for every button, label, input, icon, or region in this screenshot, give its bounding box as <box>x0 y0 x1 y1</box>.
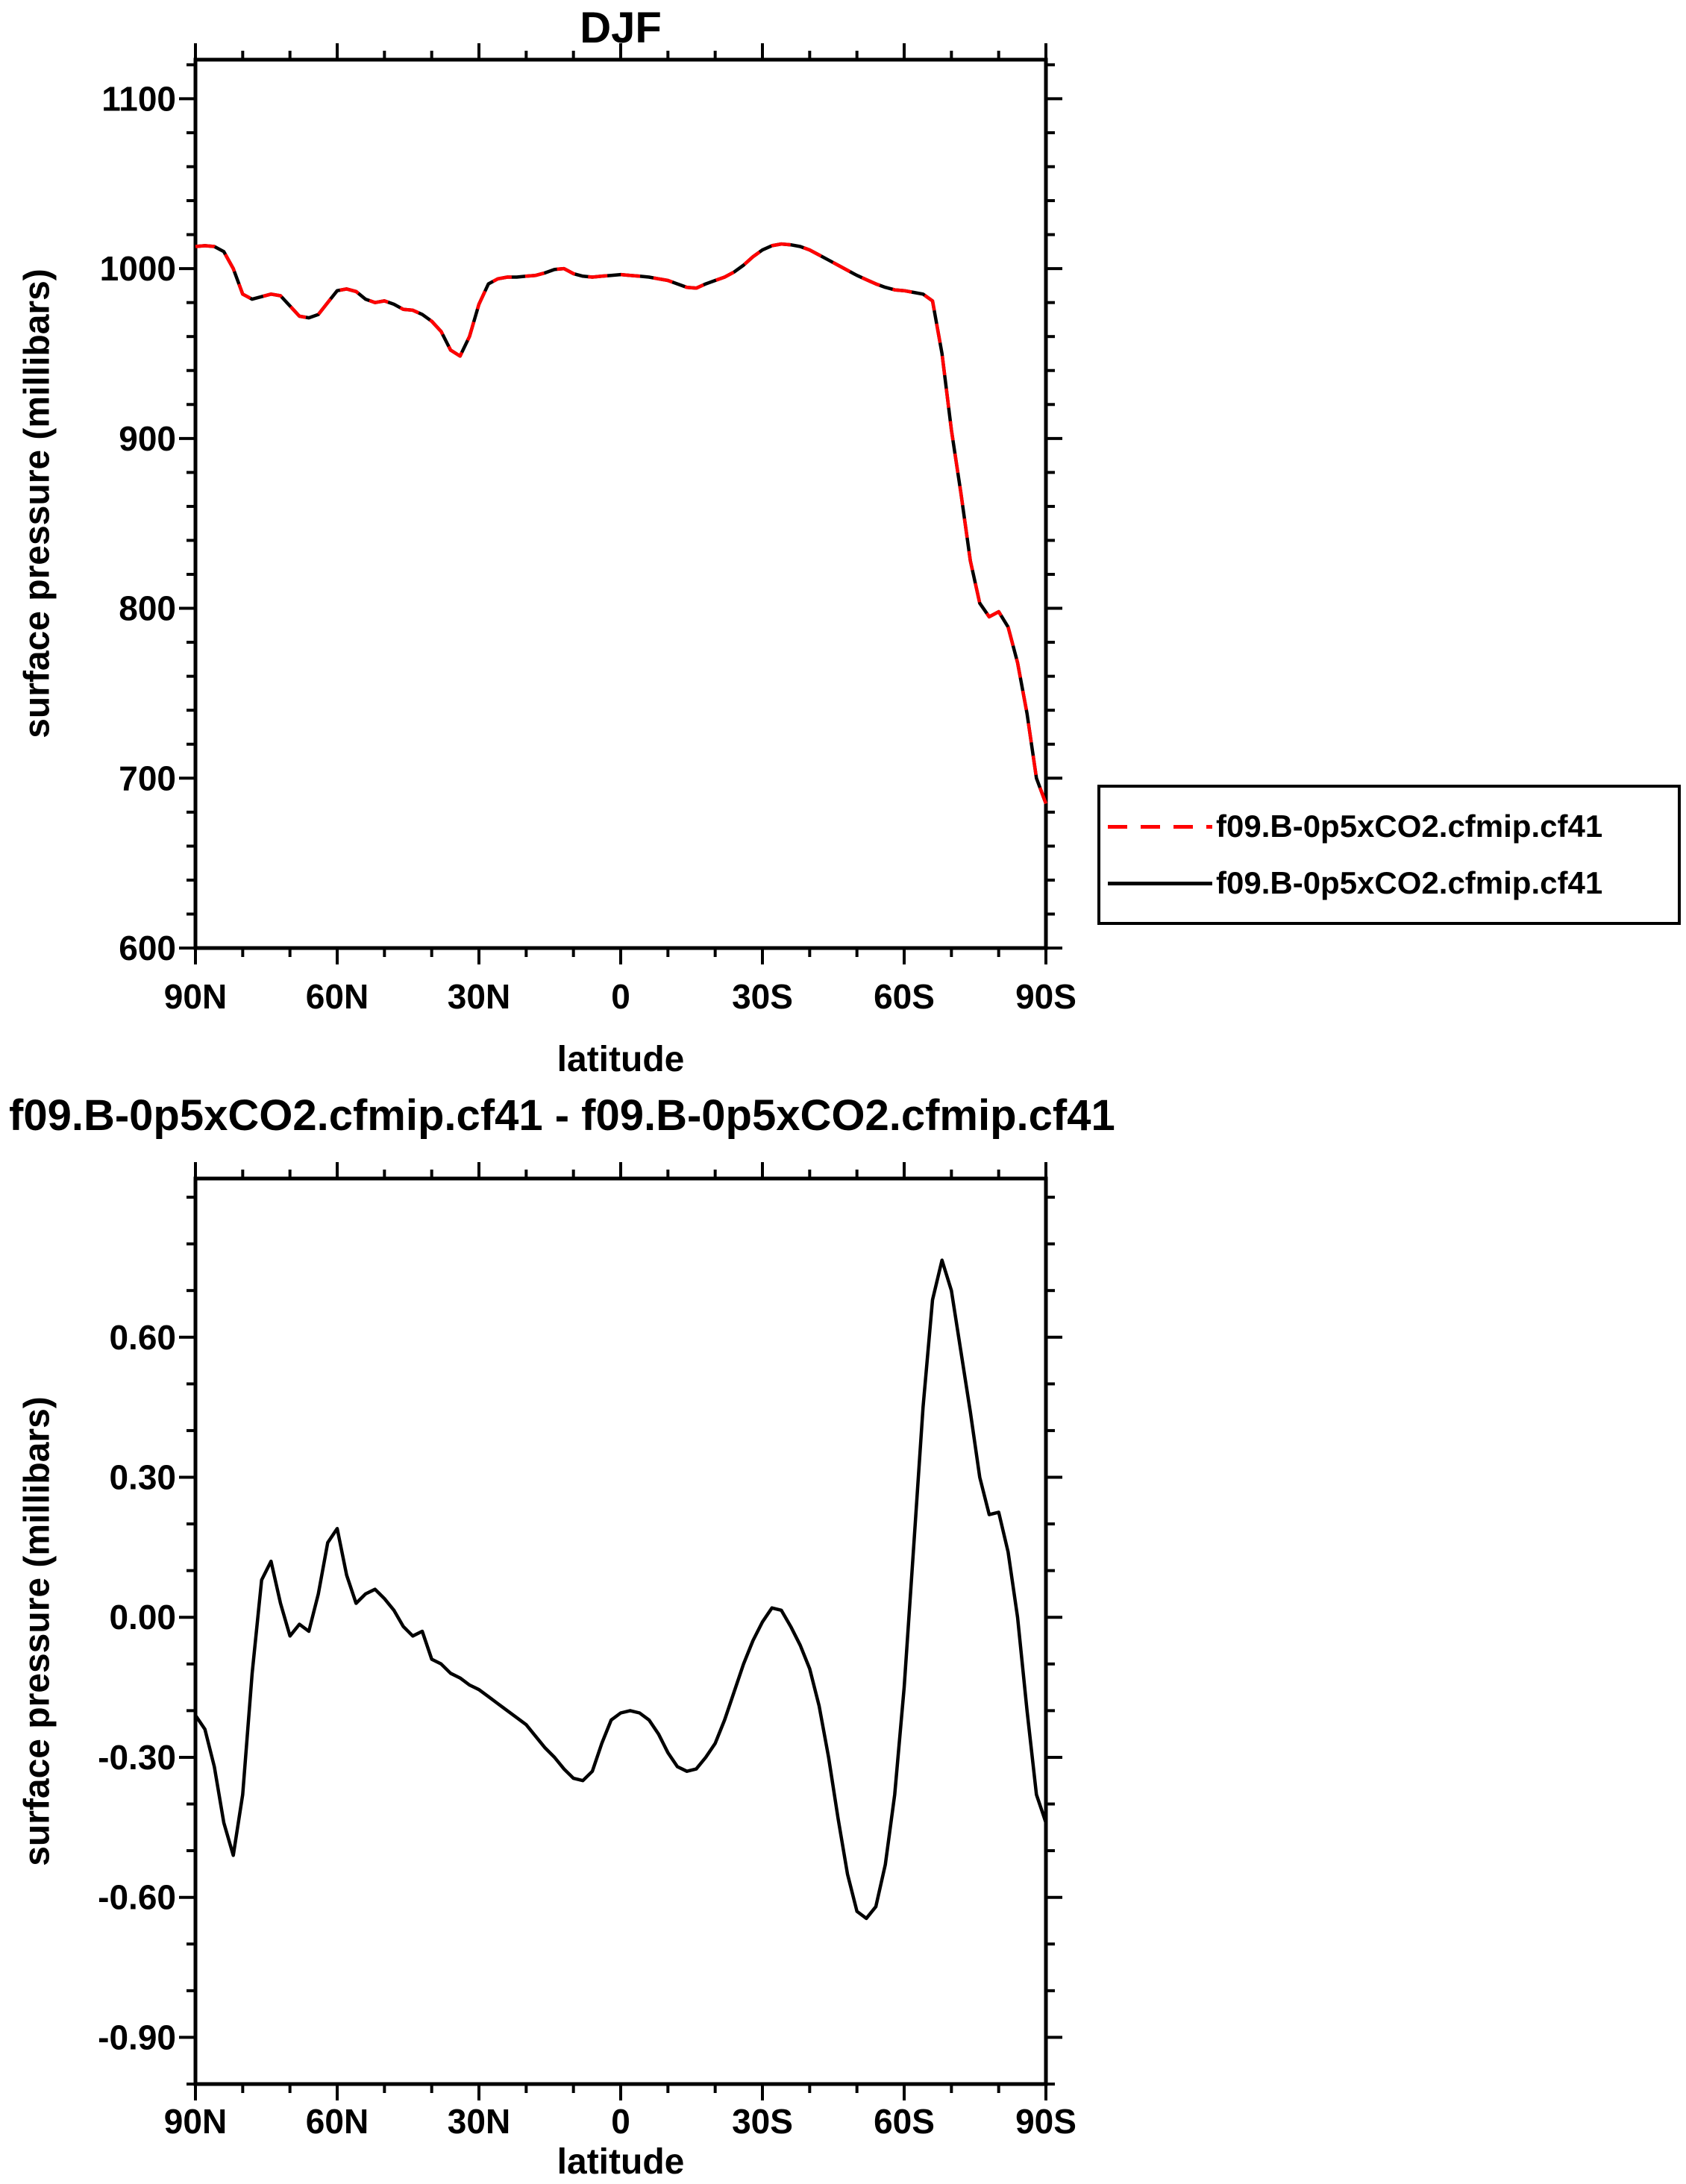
svg-text:-0.60: -0.60 <box>98 1878 176 1917</box>
legend-row-red-dashed: f09.B-0p5xCO2.cfmip.cf41 <box>1108 809 1678 844</box>
svg-text:900: 900 <box>119 419 176 458</box>
black-solid-line-sample-icon <box>1108 881 1212 885</box>
axis-ticks <box>179 43 1062 964</box>
legend-row-black-solid: f09.B-0p5xCO2.cfmip.cf41 <box>1108 865 1678 901</box>
difference-chart-title: f09.B-0p5xCO2.cfmip.cf41 - f09.B-0p5xCO2… <box>9 1091 1115 1140</box>
svg-text:1100: 1100 <box>101 79 176 118</box>
top-chart-x-axis-label: latitude <box>557 1040 685 1079</box>
legend-label-1: f09.B-0p5xCO2.cfmip.cf41 <box>1216 809 1603 844</box>
svg-text:90S: 90S <box>1015 2102 1077 2141</box>
series-line-0-0 <box>195 242 1048 805</box>
series-line-1-0 <box>194 1258 1048 1921</box>
svg-text:0: 0 <box>611 2102 630 2141</box>
svg-text:1000: 1000 <box>100 249 176 288</box>
plot-frame <box>193 1176 1048 2086</box>
svg-text:0: 0 <box>611 977 630 1016</box>
svg-text:30S: 30S <box>732 2102 793 2141</box>
svg-text:90N: 90N <box>164 977 227 1016</box>
series-line-0-1 <box>195 242 1048 805</box>
difference-chart-x-axis-label: latitude <box>557 2142 685 2182</box>
svg-text:60N: 60N <box>306 2102 369 2141</box>
svg-text:30S: 30S <box>732 977 793 1016</box>
svg-text:90S: 90S <box>1015 977 1077 1016</box>
pressure-chart-svg: 90N 60N 30N 0 30S 60S 90S 600 700 800 900 1000 1100 <box>100 43 1077 1016</box>
svg-text:60N: 60N <box>306 977 369 1016</box>
svg-text:-0.90: -0.90 <box>98 2018 176 2056</box>
svg-text:600: 600 <box>119 929 176 967</box>
legend-box: f09.B-0p5xCO2.cfmip.cf41 f09.B-0p5xCO2.c… <box>1097 785 1681 925</box>
tick-labels: 90N 60N 30N 0 30S 60S 90S 600 700 800 900 1000 1100 <box>100 79 1077 1016</box>
svg-text:60S: 60S <box>874 2102 935 2141</box>
plot-frame <box>193 57 1048 950</box>
svg-text:0.00: 0.00 <box>109 1598 176 1637</box>
series-lines <box>194 1258 1048 1921</box>
svg-text:700: 700 <box>119 759 176 797</box>
series-lines <box>195 242 1048 805</box>
tick-labels: 90N 60N 30N 0 30S 60S 90S -0.90 -0.60 -0.30 0.00 0.… <box>98 1318 1077 2141</box>
svg-text:0.60: 0.60 <box>109 1318 176 1357</box>
difference-chart-svg: 90N 60N 30N 0 30S 60S 90S -0.90 -0.60 -0.30 0.00 0.… <box>98 1162 1077 2141</box>
svg-text:800: 800 <box>119 589 176 628</box>
svg-text:30N: 30N <box>448 2102 510 2141</box>
svg-text:0.30: 0.30 <box>109 1457 176 1496</box>
legend-label-2: f09.B-0p5xCO2.cfmip.cf41 <box>1216 865 1603 900</box>
svg-text:60S: 60S <box>874 977 935 1016</box>
axis-ticks <box>179 1162 1062 2100</box>
svg-text:30N: 30N <box>448 977 510 1016</box>
svg-text:-0.30: -0.30 <box>98 1738 176 1777</box>
svg-text:90N: 90N <box>164 2102 227 2141</box>
red-dashed-line-sample-icon <box>1108 824 1212 829</box>
